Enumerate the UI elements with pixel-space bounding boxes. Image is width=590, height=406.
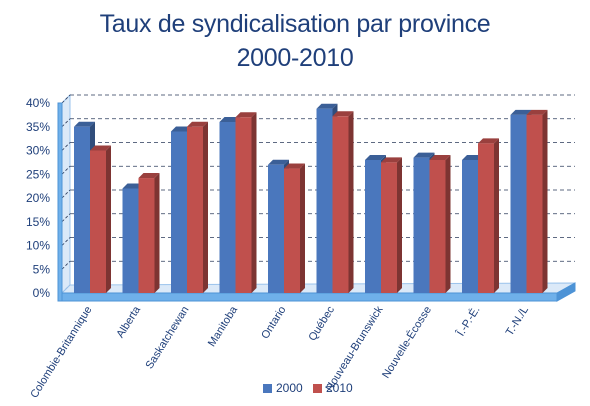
gridline-diagonal [61,260,71,270]
bar-2010 [235,117,252,293]
gridline-diagonal [61,118,71,128]
bar-2000 [316,108,333,293]
bar-2000 [510,114,527,293]
bar-2010-top [478,138,499,144]
bar-2000 [413,157,430,293]
y-tick-label: 20% [26,191,50,205]
bar-2010 [90,150,106,293]
bar-2010-side [203,121,208,293]
bar-2010-side [397,157,402,293]
gridline-diagonal [61,142,71,151]
bar-2010 [138,178,155,293]
x-tick-label: Î.-P.-É. [454,304,483,340]
bar-2010-side [251,112,257,293]
x-tick-label: Colombie-Britannique [28,304,94,400]
bar-2000-top [74,121,95,127]
bar-2000-top [122,183,144,189]
bar-2000-top [462,155,483,160]
bar-2000-top [365,155,386,160]
legend-label-2010: 2010 [326,381,353,395]
bar-2010-top [381,157,402,163]
legend-label-2000: 2000 [276,381,303,395]
y-tick-label: 15% [26,215,50,229]
bar-2010 [381,162,397,293]
bar-2010 [478,143,494,293]
bar-2010-side [300,163,305,293]
bar-2010 [187,126,203,293]
bar-2000-top [510,109,532,115]
x-tick-label: Alberta [114,303,143,340]
bar-2000 [268,164,284,293]
bar-2010-top [187,121,208,127]
bar-2010-side [154,173,160,293]
bar-2000 [122,188,139,293]
y-tick-label: 5% [33,262,51,276]
x-tick-label: Manitoba [206,303,241,348]
bar-2010-top [235,112,257,118]
gridline-diagonal [61,189,71,199]
y-tick-label: 25% [26,167,50,181]
y-tick-label: 0% [33,286,51,300]
y-tick-label: 10% [26,239,50,253]
bar-2000 [219,122,236,293]
y-axis-bar [57,102,63,302]
chart-title: Taux de syndicalisation par province [99,10,491,38]
legend-swatch-2010 [313,384,322,393]
bar-2000-top [316,103,338,109]
bar-2010-side [445,155,451,293]
bar-2000-top [171,126,192,132]
bar-2000-top [413,152,435,158]
legend-swatch-2000 [263,384,272,393]
bar-2010-top [526,109,548,115]
bar-2010-top [284,163,305,169]
bar-2000-top [219,117,241,122]
bar-2010-side [106,145,111,293]
gridline-diagonal [61,94,71,104]
x-tick-label: T.-N./L [504,304,531,338]
bar-2010 [284,168,300,293]
bar-2010 [526,114,543,293]
bar-2010-top [332,111,354,117]
bar-2010 [332,116,349,293]
gridline-diagonal [61,165,71,175]
bar-2000 [171,131,187,293]
bar-2000 [462,160,478,293]
x-tick-label: Ontario [259,304,288,341]
bar-2000 [365,160,381,293]
x-tick-label: Québec [306,304,337,343]
bar-2010-side [542,109,548,293]
gridline-diagonal [61,237,71,246]
bar-2000-top [268,159,289,165]
bar-2010 [429,160,446,293]
bar-2010-side [494,138,499,293]
bar-2010-top [90,145,111,151]
bar-2010-top [429,155,451,160]
y-tick-label: 35% [26,120,50,134]
floor-front [57,292,558,302]
y-tick-label: 30% [26,144,50,158]
x-tick-label: Nouvelle-Écosse [379,304,434,381]
x-tick-label: Saskatchewan [143,304,191,371]
bar-2000 [74,126,90,293]
bar-2010-top [138,173,160,179]
y-tick-label: 40% [26,96,50,110]
gridline-diagonal [61,213,71,223]
floor-side [556,282,576,302]
bar-2010-side [348,111,354,293]
chart-subtitle: 2000-2010 [236,44,354,72]
